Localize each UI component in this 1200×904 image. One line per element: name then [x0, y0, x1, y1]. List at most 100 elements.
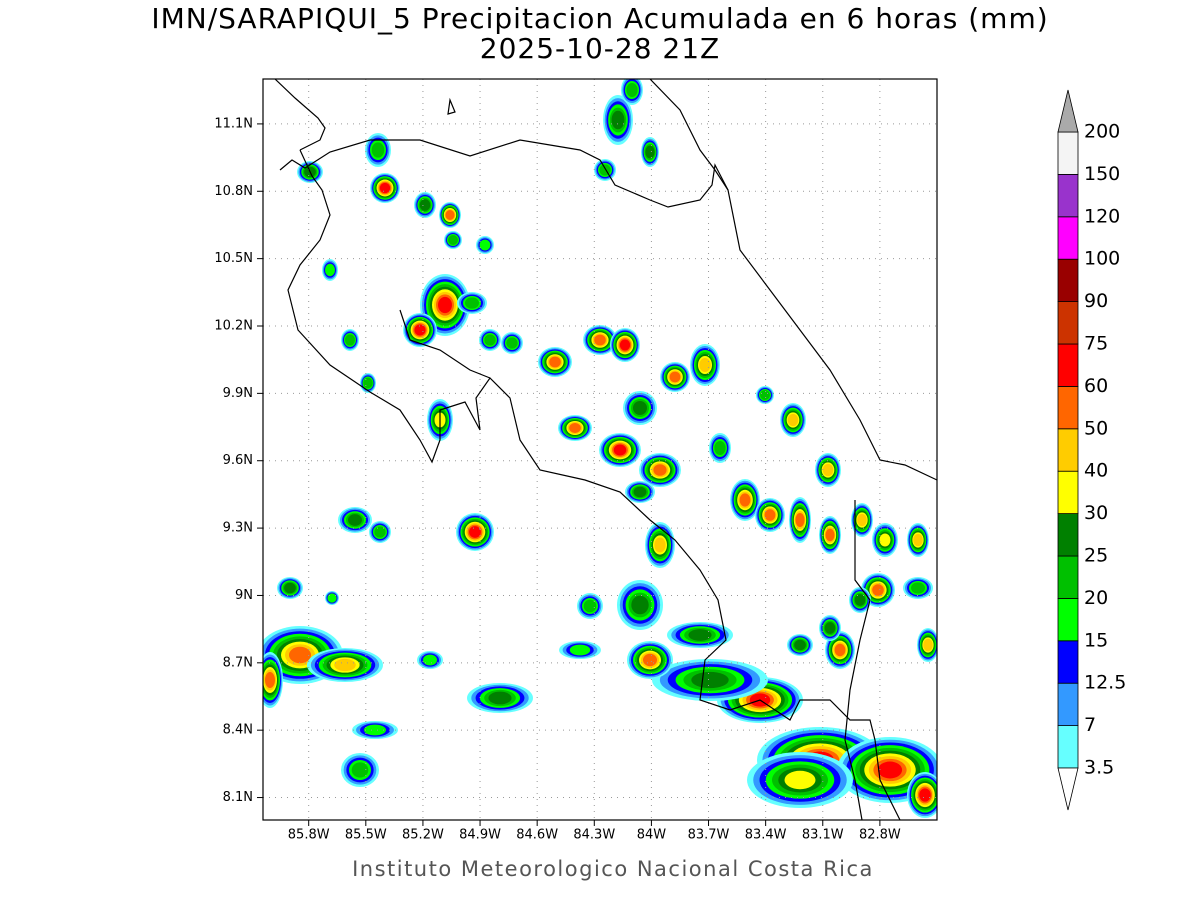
rain-cell — [911, 582, 925, 594]
lon-tick-label: 83.4W — [745, 828, 787, 843]
colorbar: 3.5 7 12.5 15 20 25 30 40 50 60 75 90 100 120 150 200 — [1057, 89, 1126, 811]
lon-tick-label: 83.1W — [802, 828, 844, 843]
colorbar-label: 12.5 — [1084, 672, 1126, 694]
rain-cell — [506, 337, 518, 349]
rain-cell — [653, 464, 667, 476]
rain-cell — [714, 441, 726, 455]
rain-cell — [919, 788, 931, 802]
colorbar-segment — [1057, 555, 1079, 599]
rain-cell — [688, 629, 712, 641]
lon-tick-label: 84.3W — [573, 828, 615, 843]
lat-tick-label: 9.6N — [223, 453, 253, 468]
rain-cell — [824, 622, 836, 634]
footer: Instituto Meteorologico Nacional Costa R… — [352, 857, 874, 881]
rain-cell — [348, 514, 362, 526]
rain-cell — [854, 594, 866, 606]
lat-tick-label: 8.7N — [223, 655, 253, 670]
colorbar-label: 60 — [1084, 375, 1108, 397]
rain-cell — [549, 356, 561, 368]
rain-cell — [822, 463, 834, 477]
colorbar-under — [1057, 767, 1079, 811]
colorbar-segment — [1057, 513, 1079, 557]
colorbar-segment — [1057, 301, 1079, 345]
lat-tick-label: 10.8N — [214, 184, 253, 199]
rain-cell — [569, 644, 591, 656]
map-frame — [262, 78, 938, 821]
rain-cell — [479, 239, 491, 251]
colorbar-segment — [1057, 258, 1079, 303]
rain-cell — [825, 528, 835, 542]
lat-tick-label: 10.5N — [214, 251, 253, 266]
lon-tick-label: 84W — [637, 828, 667, 843]
rain-cell — [794, 639, 806, 651]
rain-cell — [363, 377, 373, 389]
rain-cell — [643, 653, 657, 667]
colorbar-label: 90 — [1084, 290, 1108, 312]
coast-north — [274, 79, 326, 151]
rain-cell — [419, 199, 431, 211]
precipitation-field — [263, 79, 937, 818]
lon-tick-label: 85.8W — [288, 828, 330, 843]
colorbar-segment — [1057, 173, 1079, 218]
rain-cell — [327, 593, 337, 603]
lat-tick-label: 9N — [235, 588, 253, 603]
rain-cell — [872, 584, 884, 596]
rain-cell — [877, 761, 903, 779]
colorbar-label: 20 — [1084, 587, 1108, 609]
rain-cell — [764, 509, 776, 521]
colorbar-segment — [1057, 343, 1079, 387]
lat-tick-label: 10.2N — [214, 319, 253, 334]
lat-tick-label: 9.9N — [223, 386, 253, 401]
colorbar-label: 25 — [1084, 545, 1108, 567]
lon-tick-label: 84.9W — [459, 828, 501, 843]
rain-cell — [484, 334, 496, 346]
rain-cell — [795, 513, 805, 527]
colorbar-segment — [1057, 385, 1079, 430]
rain-cell — [583, 599, 597, 613]
rain-cell — [345, 334, 355, 346]
rain-cell — [834, 643, 846, 657]
lon-tick-label: 82.8W — [859, 828, 901, 843]
rain-cell — [445, 210, 455, 220]
lat-tick-label: 8.1N — [223, 790, 253, 805]
colorbar-label: 200 — [1084, 121, 1120, 143]
rain-cell — [594, 334, 606, 346]
border-panama — [844, 500, 871, 820]
rain-cell — [374, 526, 386, 538]
rain-cell — [699, 358, 711, 372]
colorbar-segment — [1057, 131, 1079, 175]
rain-cell — [371, 142, 385, 158]
lon-tick-label: 85.5W — [345, 828, 387, 843]
colorbar-label: 7 — [1084, 714, 1096, 736]
rain-cell — [923, 638, 933, 652]
rain-cell — [469, 526, 481, 538]
rain-cell — [284, 582, 296, 594]
island — [447, 97, 456, 115]
colorbar-label: 30 — [1084, 502, 1108, 524]
coastlines — [274, 79, 937, 820]
rain-cell — [857, 513, 867, 527]
colorbar-segment — [1057, 598, 1079, 642]
colorbar-label: 100 — [1084, 248, 1120, 270]
rain-cell — [325, 263, 335, 277]
rain-cell — [784, 770, 816, 790]
rain-cell — [364, 724, 386, 736]
rain-cell — [787, 413, 799, 427]
colorbar-segment — [1057, 216, 1079, 260]
subtitle: 2025-10-28 21Z — [480, 32, 720, 65]
colorbar-label: 3.5 — [1084, 757, 1114, 779]
rain-cell — [645, 145, 655, 159]
rain-cell — [611, 110, 625, 130]
rain-cell — [760, 390, 770, 400]
coast-caribbean — [649, 79, 937, 481]
rain-cell — [739, 493, 751, 507]
colorbar-segment — [1057, 470, 1079, 515]
rain-cell — [633, 486, 647, 498]
lon-tick-label: 84.6W — [516, 828, 558, 843]
colorbar-label: 50 — [1084, 417, 1108, 439]
rain-cell — [265, 672, 275, 688]
colorbar-label: 75 — [1084, 333, 1108, 355]
coast-pacific — [287, 149, 901, 820]
rain-cell — [613, 444, 627, 456]
colorbar-label: 120 — [1084, 205, 1120, 227]
